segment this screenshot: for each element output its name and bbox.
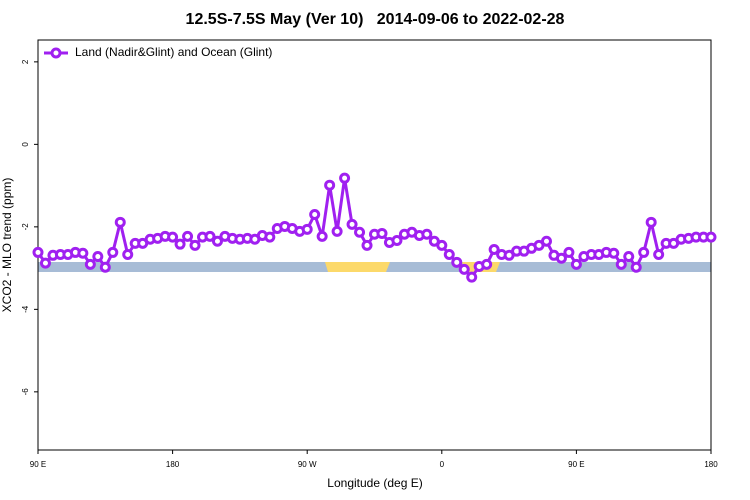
data-point: [189, 239, 201, 251]
y-axis-label: XCO2 - MLO trend (ppm): [0, 178, 14, 313]
plot-frame: [37, 39, 712, 451]
data-point: [705, 231, 717, 243]
data-point: [421, 228, 433, 240]
data-point: [39, 257, 51, 269]
x-tick-label: 180: [166, 460, 180, 469]
data-point: [114, 216, 126, 228]
data-point: [92, 251, 104, 263]
data-point: [563, 246, 575, 258]
y-tick-label: -2: [21, 223, 30, 231]
data-point: [653, 248, 665, 260]
x-axis-label: Longitude (deg E): [327, 476, 422, 490]
data-point: [458, 263, 470, 275]
data-point: [204, 230, 216, 242]
legend-marker: [50, 47, 62, 59]
data-point: [324, 179, 336, 191]
data-point: [570, 258, 582, 270]
data-point: [84, 258, 96, 270]
land-patch: [325, 262, 390, 272]
data-point: [331, 225, 343, 237]
data-point: [443, 248, 455, 260]
data-point: [346, 218, 358, 230]
data-point: [182, 230, 194, 242]
data-point: [540, 235, 552, 247]
data-point: [32, 246, 44, 258]
x-tick-label: 90 W: [298, 460, 317, 469]
data-point: [638, 246, 650, 258]
data-point: [615, 258, 627, 270]
data-point: [376, 227, 388, 239]
data-point: [451, 256, 463, 268]
data-point: [77, 247, 89, 259]
data-point: [466, 271, 478, 283]
data-point: [488, 244, 500, 256]
x-tick-label: 90 E: [568, 460, 584, 469]
data-point: [167, 231, 179, 243]
data-point: [107, 246, 119, 258]
data-point: [174, 238, 186, 250]
data-point: [122, 248, 134, 260]
data-point: [481, 258, 493, 270]
y-tick-label: -4: [21, 305, 30, 313]
data-point: [391, 234, 403, 246]
data-point: [623, 251, 635, 263]
data-point: [645, 216, 657, 228]
data-point: [309, 208, 321, 220]
data-point: [99, 261, 111, 273]
data-point: [555, 252, 567, 264]
x-tick-label: 0: [440, 460, 445, 469]
data-point: [630, 261, 642, 273]
data-point: [608, 247, 620, 259]
data-point: [211, 235, 223, 247]
chart-title: 12.5S-7.5S May (Ver 10) 2014-09-06 to 20…: [186, 11, 565, 28]
data-point: [339, 172, 351, 184]
y-tick-label: 0: [21, 142, 30, 147]
data-point: [436, 239, 448, 251]
data-point: [354, 226, 366, 238]
data-point: [316, 230, 328, 242]
x-tick-label: 180: [704, 460, 718, 469]
y-tick-label: -6: [21, 388, 30, 396]
legend-label: Land (Nadir&Glint) and Ocean (Glint): [75, 45, 272, 59]
y-tick-label: 2: [21, 59, 30, 64]
x-tick-label: 90 E: [30, 460, 46, 469]
data-point: [264, 231, 276, 243]
data-point: [301, 223, 313, 235]
data-point: [361, 239, 373, 251]
